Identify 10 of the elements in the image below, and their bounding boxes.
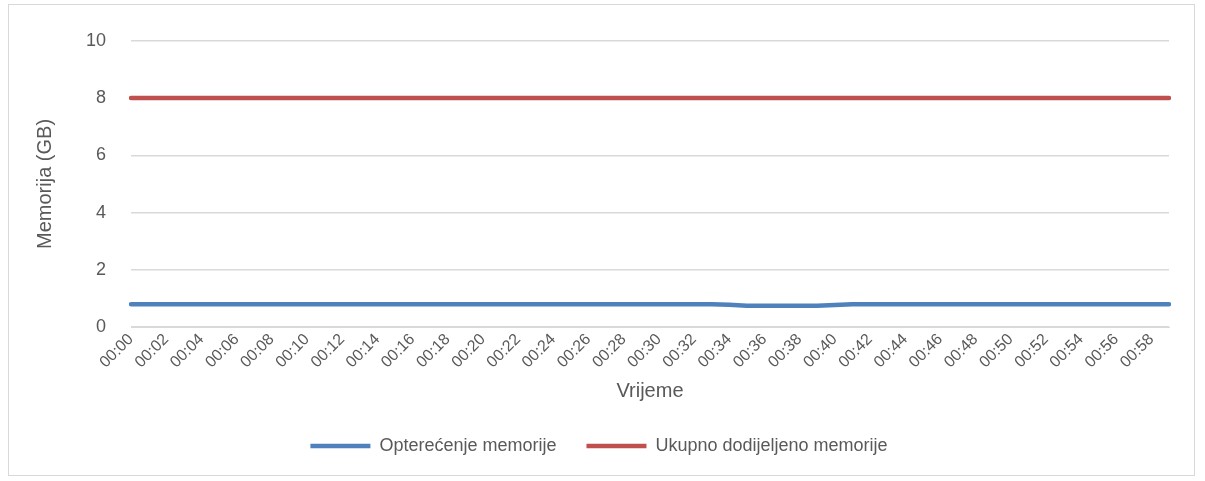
y-tick-label: 10 (85, 29, 107, 50)
legend-label: Opterećenje memorije (379, 434, 557, 455)
y-tick-label: 0 (96, 316, 107, 337)
y-tick-label: 8 (96, 87, 107, 108)
y-tick-label: 4 (96, 201, 107, 222)
legend-label: Ukupno dodijeljeno memorije (655, 434, 888, 455)
x-axis-title: Vrijeme (616, 378, 684, 401)
y-axis-title: Memorija (GB) (32, 118, 55, 249)
y-tick-label: 6 (96, 144, 107, 165)
y-tick-label: 2 (96, 258, 107, 279)
